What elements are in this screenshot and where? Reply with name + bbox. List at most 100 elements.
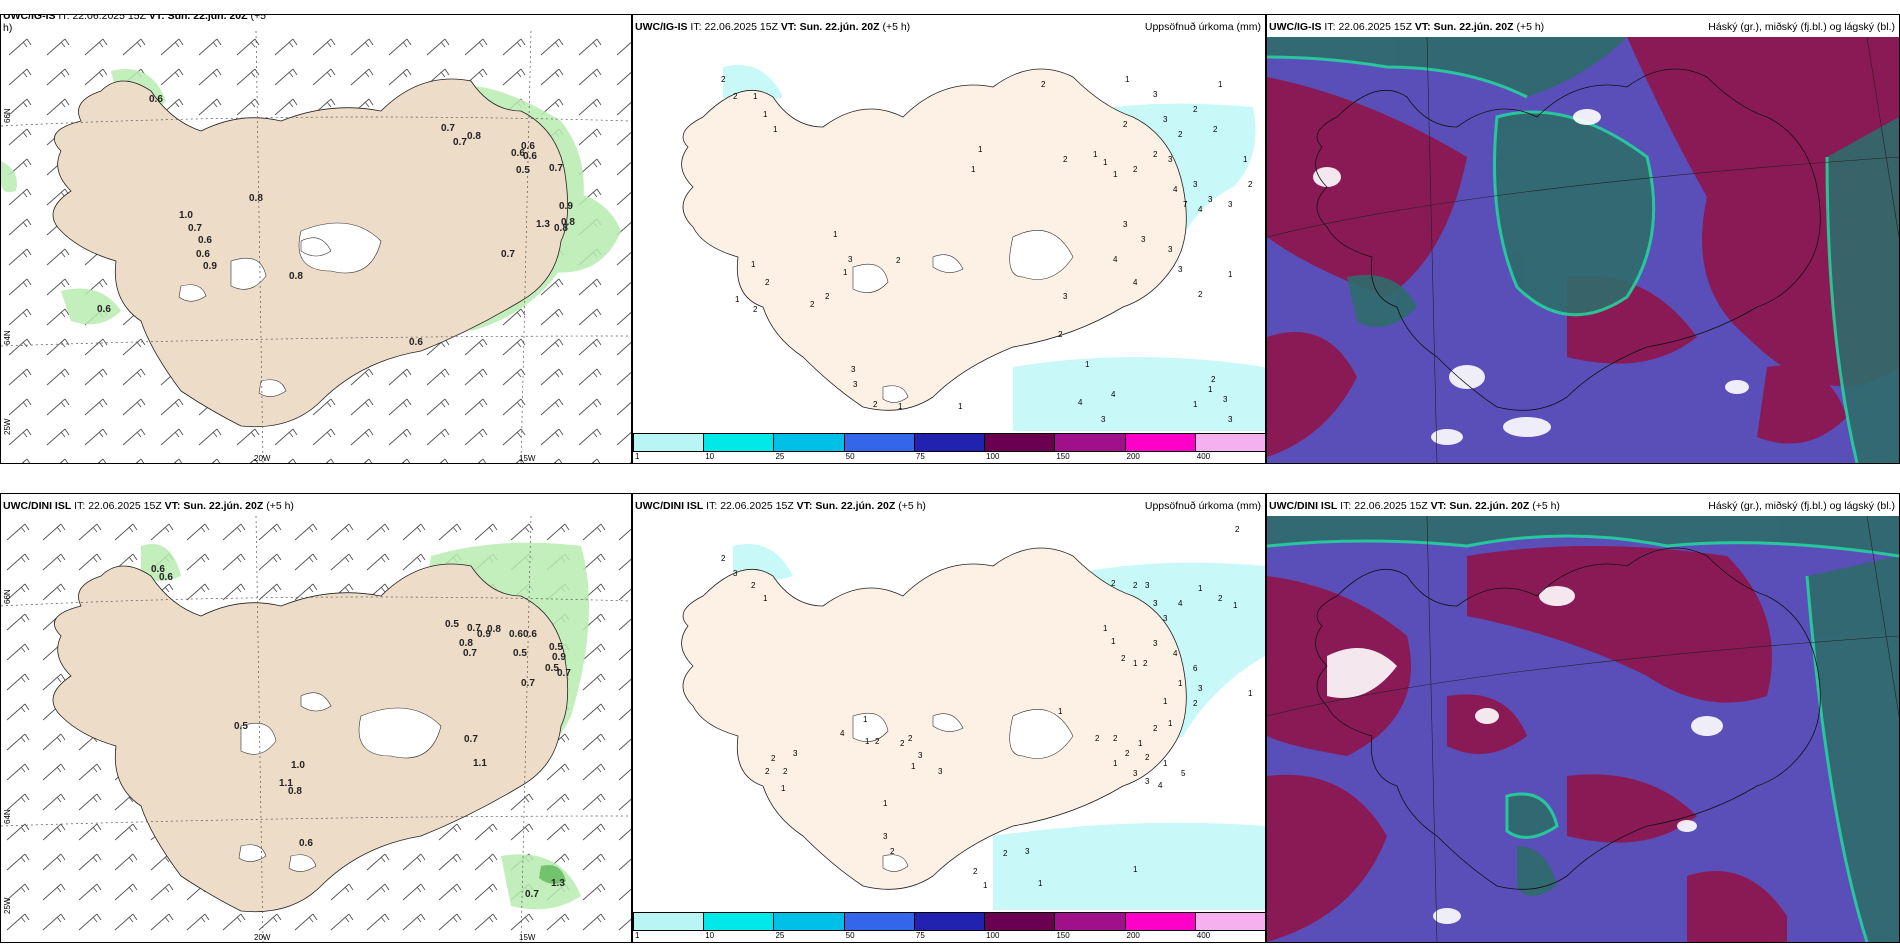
svg-text:0.7: 0.7 (521, 678, 535, 689)
lead-time: (+5 h) (1532, 500, 1560, 512)
svg-text:2: 2 (1235, 525, 1240, 534)
svg-text:2: 2 (1178, 130, 1183, 139)
svg-text:1: 1 (1058, 707, 1063, 716)
svg-text:2: 2 (765, 767, 770, 776)
colorbar-label: 150 (1056, 931, 1070, 940)
colorbar-swatch (1124, 913, 1195, 930)
colorbar-labels: 1 10 25 50 75 100 150 200 400 (633, 931, 1265, 941)
map-area[interactable] (1267, 516, 1899, 942)
colorbar-label: 200 (1126, 931, 1140, 940)
svg-text:5: 5 (1181, 769, 1186, 778)
panel-header: UWC/DINI ISL IT: 22.06.2025 15Z VT: Sun.… (3, 499, 627, 515)
model-name: UWC/DINI ISL (3, 500, 72, 512)
lead-time-unit: h) (3, 22, 13, 34)
cloud-map-svg (1267, 37, 1899, 463)
iceland-outline (52, 563, 569, 913)
svg-text:1: 1 (958, 402, 963, 411)
svg-text:0.6: 0.6 (299, 838, 313, 849)
svg-text:0.6: 0.6 (511, 148, 525, 159)
svg-text:1: 1 (983, 881, 988, 890)
svg-text:7: 7 (1183, 200, 1188, 209)
iceland-outline (1315, 547, 1821, 890)
colorbar-swatch (984, 434, 1055, 451)
colorbar-swatch (1194, 913, 1265, 930)
svg-text:1: 1 (1103, 624, 1108, 633)
colorbar-swatch (1054, 913, 1125, 930)
svg-text:3: 3 (853, 380, 858, 389)
svg-text:2: 2 (1213, 125, 1218, 134)
panel-top-middle-precip: UWC/IG-IS IT: 22.06.2025 15Z VT: Sun. 22… (632, 14, 1266, 464)
vt-time: Sun. 22.jún. 20Z (815, 500, 896, 512)
svg-text:3: 3 (1145, 581, 1150, 590)
svg-text:1: 1 (865, 737, 870, 746)
colorbar-swatches (633, 433, 1265, 452)
colorbar-label: 10 (705, 931, 715, 940)
svg-text:1: 1 (1233, 601, 1238, 610)
svg-text:0.5: 0.5 (549, 642, 563, 653)
model-name: UWC/IG-IS (1269, 21, 1322, 33)
it-time: 22.06.2025 15Z (704, 21, 778, 33)
svg-text:1: 1 (1138, 739, 1143, 748)
clear-areas (1313, 109, 1749, 445)
svg-text:3: 3 (938, 767, 943, 776)
cloud-map-svg (1267, 516, 1899, 942)
svg-text:0.9: 0.9 (559, 201, 573, 212)
svg-text:0.6: 0.6 (198, 235, 212, 246)
graticule (1, 516, 631, 942)
svg-text:1: 1 (1168, 719, 1173, 728)
map-area[interactable] (1267, 37, 1899, 463)
svg-text:3: 3 (1168, 155, 1173, 164)
colorbar-swatch (843, 434, 914, 451)
svg-text:0.6: 0.6 (159, 572, 173, 583)
svg-text:2: 2 (1198, 290, 1203, 299)
svg-text:1: 1 (1133, 659, 1138, 668)
lead-time: (+5 h) (1516, 21, 1545, 33)
svg-text:3: 3 (1101, 415, 1106, 424)
svg-text:0.6: 0.6 (151, 564, 165, 575)
svg-text:3: 3 (1228, 200, 1233, 209)
svg-text:1: 1 (1038, 879, 1043, 888)
colorbar-swatch (633, 913, 704, 930)
map-area[interactable]: 0.6 0.7 0.7 0.8 0.6 0.6 0.6 0.5 0.7 0.9 … (1, 31, 631, 463)
low-cloud-edge (1267, 55, 1859, 463)
svg-text:2: 2 (765, 278, 770, 287)
svg-text:1.1: 1.1 (473, 758, 487, 769)
panel-header: UWC/DINI ISL IT: 22.06.2025 15Z VT: Sun.… (1269, 499, 1895, 515)
svg-text:6: 6 (1193, 664, 1198, 673)
svg-text:2: 2 (890, 847, 895, 856)
svg-text:2: 2 (1143, 659, 1148, 668)
svg-text:2: 2 (825, 292, 830, 301)
svg-text:4: 4 (1113, 255, 1118, 264)
map-area[interactable]: 2 2 1 1 1 2 1 2 1 1 3 3 2 2 2 1 1 2 1 1 (633, 37, 1265, 431)
svg-text:2: 2 (908, 734, 913, 743)
svg-text:1: 1 (1085, 360, 1090, 369)
glaciers (852, 709, 1074, 872)
svg-text:0.7: 0.7 (501, 249, 515, 260)
colorbar-label: 75 (915, 452, 925, 461)
svg-text:1: 1 (1163, 759, 1168, 768)
colorbar-label: 200 (1126, 452, 1140, 461)
svg-text:2: 2 (1121, 654, 1126, 663)
field-title: Háský (gr.), miðský (fj.bl.) og lágský (… (1708, 21, 1895, 33)
svg-text:0.8: 0.8 (249, 193, 263, 204)
map-area[interactable]: 0.6 0.6 0.5 0.7 0.9 0.8 0.6 0.6 0.8 0.7 … (1, 516, 631, 942)
svg-text:2: 2 (1058, 330, 1063, 339)
svg-text:0.5: 0.5 (445, 619, 459, 630)
vt-time: Sun. 22.jún. 20Z (167, 14, 248, 22)
svg-text:2: 2 (1063, 155, 1068, 164)
svg-text:1: 1 (911, 762, 916, 771)
vt-time: Sun. 22.jún. 20Z (1449, 500, 1530, 512)
svg-text:1: 1 (1178, 679, 1183, 688)
it-label: IT: (706, 500, 718, 512)
svg-text:0.7: 0.7 (464, 734, 478, 745)
field-title: Uppsöfnuð úrkoma (mm) (1144, 500, 1261, 512)
map-area[interactable]: 2 2 3 2 1 2 1 1 2 3 3 3 4 1 2 1 1 2 1 2 (633, 516, 1265, 910)
colorbar-labels: 1 10 25 50 75 100 150 200 400 (633, 452, 1265, 462)
lon-20w-label: 20W (254, 454, 271, 463)
svg-text:0.6: 0.6 (149, 94, 163, 105)
colorbar-swatch (913, 913, 985, 930)
svg-text:2: 2 (810, 300, 815, 309)
svg-text:1: 1 (1208, 385, 1213, 394)
svg-text:2: 2 (973, 867, 978, 876)
colorbar-label: 50 (845, 931, 855, 940)
